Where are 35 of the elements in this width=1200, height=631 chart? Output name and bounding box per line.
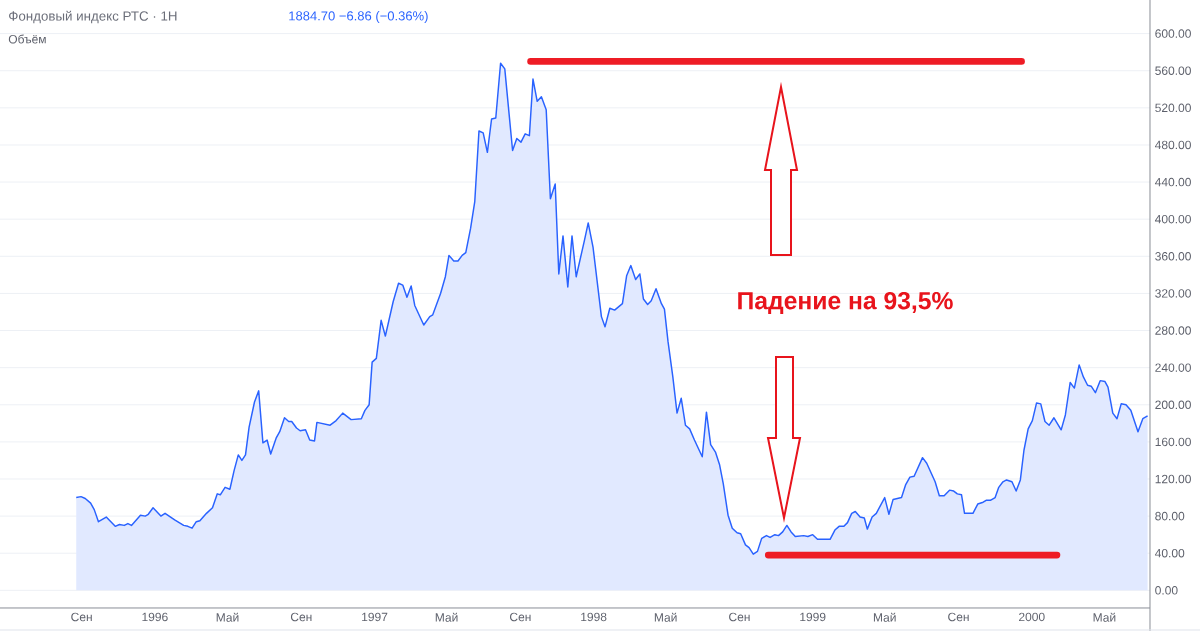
x-tick-label: 1997 xyxy=(362,612,388,622)
y-tick-label: 320.00 xyxy=(1155,289,1191,298)
x-tick-label: Сен xyxy=(729,612,750,622)
annotation: Объём xyxy=(8,34,46,44)
y-tick-label: 240.00 xyxy=(1155,363,1191,372)
x-tick-label: 1999 xyxy=(800,612,826,622)
y-tick-label: 120.00 xyxy=(1155,474,1191,484)
y-tick-label: 360.00 xyxy=(1155,252,1191,261)
y-tick-label: 560.00 xyxy=(1155,66,1191,75)
x-tick-label: Сен xyxy=(71,612,92,622)
x-tick-label: Сен xyxy=(948,612,969,622)
y-tick-label: 80.00 xyxy=(1155,511,1185,521)
y-tick-label: 440.00 xyxy=(1154,177,1191,187)
y-tick-label: 160.00 xyxy=(1155,437,1191,447)
x-tick-label: 2000 xyxy=(1019,612,1045,622)
x-tick-label: Май xyxy=(654,612,677,622)
y-tick-label: 200.00 xyxy=(1155,400,1191,410)
y-tick-label: 480.00 xyxy=(1154,140,1191,150)
x-tick-label: 1998 xyxy=(581,612,607,622)
x-tick-label: Май xyxy=(216,612,239,622)
x-tick-label: 1996 xyxy=(142,612,168,622)
x-tick-label: Май xyxy=(873,612,896,622)
x-tick-label: Май xyxy=(435,612,458,622)
y-tick-label: 0.00 xyxy=(1155,586,1178,595)
y-tick-label: 400.00 xyxy=(1154,214,1191,224)
x-tick-label: Май xyxy=(1093,612,1116,622)
x-tick-label: Сен xyxy=(290,612,312,622)
y-tick-label: 280.00 xyxy=(1155,326,1191,335)
y-tick-label: 600.00 xyxy=(1155,29,1191,38)
annotation: Падение на 93,5% xyxy=(738,291,953,315)
annotation: 1884.70 −6.86 (−0.36%) xyxy=(289,10,428,24)
x-tick-label: Сен xyxy=(510,612,531,622)
y-tick-label: 520.00 xyxy=(1155,103,1191,113)
text: Фондовый индекс РТС · 1Н xyxy=(9,10,177,24)
y-tick-label: 40.00 xyxy=(1154,548,1185,558)
